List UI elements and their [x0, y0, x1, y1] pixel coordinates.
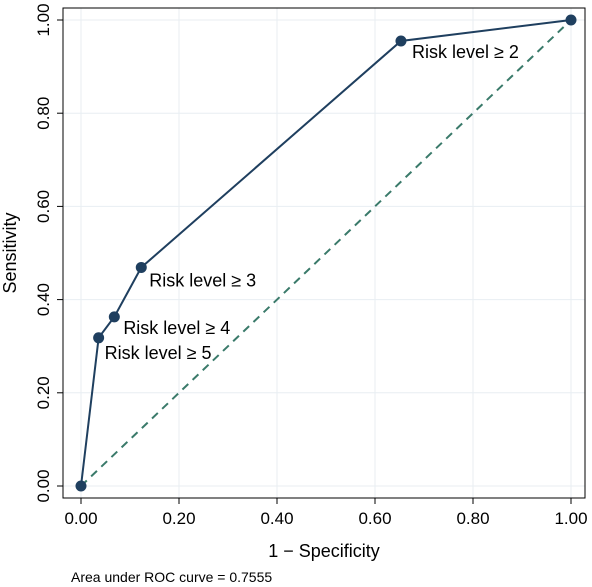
roc-point [135, 261, 147, 273]
y-tick-label: 0.40 [34, 283, 53, 316]
roc-point [93, 332, 105, 344]
y-axis-title: Sensitivity [0, 212, 20, 293]
grid-lines [63, 8, 585, 498]
x-tick-label: 0.00 [64, 509, 97, 528]
point-label: Risk level ≥ 5 [105, 343, 212, 363]
point-label: Risk level ≥ 4 [123, 318, 230, 338]
y-tick-label: 0.20 [34, 376, 53, 409]
x-axis-title: 1 − Specificity [268, 541, 380, 561]
roc-point [108, 311, 120, 323]
auc-note: Area under ROC curve = 0.7555 [71, 569, 272, 585]
roc-points [75, 14, 577, 492]
roc-point [395, 35, 407, 47]
y-tick-label: 1.00 [34, 3, 53, 36]
x-tick-label: 0.80 [456, 509, 489, 528]
y-tick-label: 0.60 [34, 190, 53, 223]
point-labels: Risk level ≥ 5 Risk level ≥ 4 Risk level ≥… [105, 42, 519, 363]
x-tick-label: 0.40 [260, 509, 293, 528]
reference-diagonal-line [80, 19, 572, 487]
x-tick-label: 0.60 [358, 509, 391, 528]
plot-frame [62, 7, 586, 499]
roc-curve-line [80, 19, 572, 487]
x-tick-label: 1.00 [554, 509, 587, 528]
y-tick-label: 0.80 [34, 97, 53, 130]
point-label: Risk level ≥ 3 [149, 270, 256, 290]
axes: 0.00 0.20 0.40 0.60 0.80 1.00 0.00 0.20 0.40 0.60… [34, 3, 588, 528]
roc-point [565, 14, 577, 26]
x-tick-label: 0.20 [162, 509, 195, 528]
y-tick-label: 0.00 [34, 469, 53, 502]
point-label: Risk level ≥ 2 [412, 42, 519, 62]
roc-point [75, 480, 87, 492]
